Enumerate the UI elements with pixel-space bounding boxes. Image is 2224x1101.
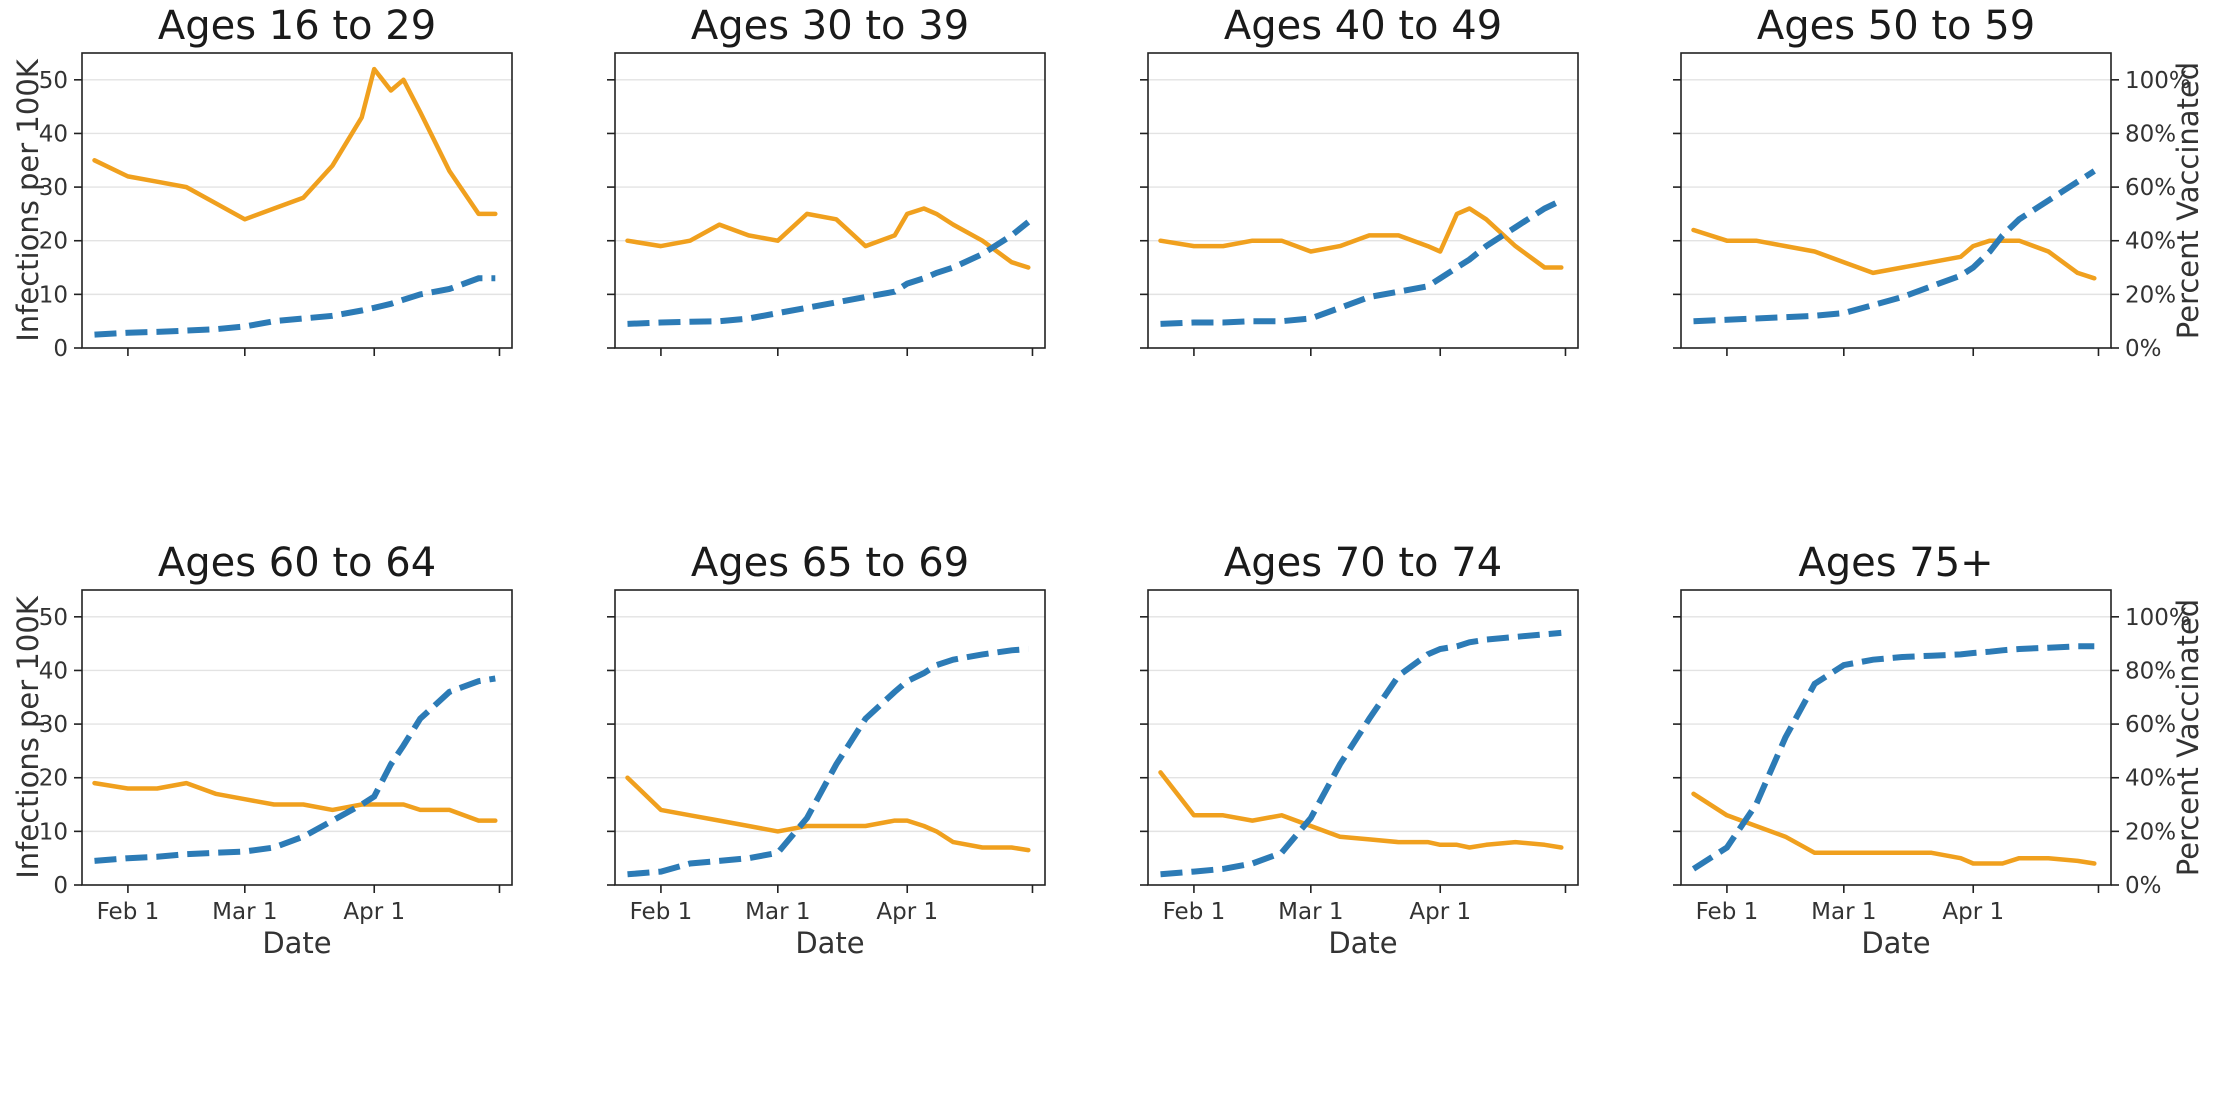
panel-title: Ages 16 to 29 bbox=[158, 3, 436, 49]
y-tick-label: 50 bbox=[39, 68, 68, 94]
y2-tick-label: 80% bbox=[2125, 121, 2176, 147]
plot-frame bbox=[1147, 52, 1579, 349]
vaccinated-series-line bbox=[1160, 629, 1562, 878]
x-tick-label: Apr 1 bbox=[343, 899, 405, 925]
panel-title: Ages 65 to 69 bbox=[691, 540, 969, 586]
panel-title: Ages 75+ bbox=[1798, 540, 1993, 586]
y-tick-label: 20 bbox=[39, 766, 68, 792]
y-tick-label: 0 bbox=[53, 336, 68, 362]
x-tick-label: Feb 1 bbox=[1696, 899, 1759, 925]
y2-tick-label: 0% bbox=[2125, 336, 2162, 362]
left-axis-label: Infections per 100K bbox=[11, 58, 45, 342]
x-tick-label: Mar 1 bbox=[745, 899, 810, 925]
plot-frame bbox=[1680, 52, 2112, 349]
y-tick-label: 0 bbox=[53, 873, 68, 899]
y2-tick-label: 60% bbox=[2125, 175, 2176, 201]
y-tick-label: 10 bbox=[39, 819, 68, 845]
plot-frame bbox=[1680, 589, 2112, 886]
y-tick-label: 20 bbox=[39, 229, 68, 255]
right-axis-label: Percent Vaccinated bbox=[2171, 62, 2205, 339]
vaccinated-series-line bbox=[94, 675, 496, 864]
infections-series-line bbox=[1691, 791, 2097, 866]
infections-series-line bbox=[1158, 206, 1564, 270]
vaccinated-series-line bbox=[1691, 643, 2095, 872]
x-tick-label: Mar 1 bbox=[212, 899, 277, 925]
x-axis-label: Date bbox=[262, 926, 331, 960]
x-tick-label: Apr 1 bbox=[1942, 899, 2004, 925]
y2-tick-label: 60% bbox=[2125, 712, 2176, 738]
panel-7: Ages 70 to 74 Feb 1 Mar 1 Apr 1 Date bbox=[1140, 540, 1579, 960]
panel-6: Ages 65 to 69 Feb 1 Mar 1 Apr 1 Date bbox=[607, 540, 1046, 960]
x-tick-label: Feb 1 bbox=[1163, 899, 1226, 925]
vaccinated-series-line bbox=[627, 219, 1031, 327]
x-tick-label: Feb 1 bbox=[97, 899, 160, 925]
y-tick-label: 40 bbox=[39, 658, 68, 684]
plot-frame bbox=[614, 52, 1046, 349]
panel-title: Ages 40 to 49 bbox=[1224, 3, 1502, 49]
panel-4: Ages 50 to 59 0% 20% 40% 60% 80% 100%Percent V… bbox=[1673, 3, 2205, 362]
y-tick-label: 40 bbox=[39, 121, 68, 147]
y2-tick-label: 20% bbox=[2125, 282, 2176, 308]
panel-5: Ages 60 to 64 0 10 20 30 40 50 Feb 1 Mar 1 Apr 1 D… bbox=[11, 540, 513, 960]
panel-2: Ages 30 to 39 bbox=[607, 3, 1046, 356]
panel-title: Ages 60 to 64 bbox=[158, 540, 436, 586]
infections-series-line bbox=[625, 206, 1031, 270]
plot-frame bbox=[1147, 589, 1579, 886]
infections-series-line bbox=[1691, 227, 2097, 281]
panel-title: Ages 50 to 59 bbox=[1757, 3, 2035, 49]
infections-series-line bbox=[625, 775, 1031, 853]
y-tick-label: 30 bbox=[39, 175, 68, 201]
y-tick-label: 10 bbox=[39, 282, 68, 308]
vaccinated-series-line bbox=[627, 646, 1029, 878]
y2-tick-label: 80% bbox=[2125, 658, 2176, 684]
panel-8: Ages 75+ 0% 20% 40% 60% 80% 100% Feb 1 Mar 1 Apr … bbox=[1673, 540, 2205, 960]
x-tick-label: Mar 1 bbox=[1278, 899, 1343, 925]
infections-series-line bbox=[92, 66, 498, 222]
plot-frame bbox=[614, 589, 1046, 886]
plot-frame bbox=[81, 52, 513, 349]
x-axis-label: Date bbox=[795, 926, 864, 960]
vaccinated-series-line bbox=[1693, 168, 2096, 325]
y2-tick-label: 20% bbox=[2125, 819, 2176, 845]
x-tick-label: Apr 1 bbox=[876, 899, 938, 925]
y2-tick-label: 40% bbox=[2125, 229, 2176, 255]
infections-series-line bbox=[92, 780, 498, 823]
infections-series-line bbox=[1158, 770, 1564, 850]
y2-tick-label: 100% bbox=[2125, 605, 2191, 631]
x-tick-label: Mar 1 bbox=[1811, 899, 1876, 925]
plot-frame bbox=[81, 589, 513, 886]
panel-title: Ages 70 to 74 bbox=[1224, 540, 1502, 586]
y2-tick-label: 0% bbox=[2125, 873, 2162, 899]
x-axis-label: Date bbox=[1861, 926, 1930, 960]
x-tick-label: Feb 1 bbox=[630, 899, 693, 925]
y2-tick-label: 40% bbox=[2125, 766, 2176, 792]
y2-tick-label: 100% bbox=[2125, 68, 2191, 94]
left-axis-label: Infections per 100K bbox=[11, 595, 45, 879]
x-axis-label: Date bbox=[1328, 926, 1397, 960]
x-tick-label: Apr 1 bbox=[1409, 899, 1471, 925]
right-axis-label: Percent Vaccinated bbox=[2171, 599, 2205, 876]
vaccinated-series-line bbox=[94, 275, 496, 338]
y-tick-label: 30 bbox=[39, 712, 68, 738]
panel-title: Ages 30 to 39 bbox=[691, 3, 969, 49]
y-tick-label: 50 bbox=[39, 605, 68, 631]
panel-3: Ages 40 to 49 bbox=[1140, 3, 1579, 356]
vaccinated-series-line bbox=[1160, 197, 1563, 327]
